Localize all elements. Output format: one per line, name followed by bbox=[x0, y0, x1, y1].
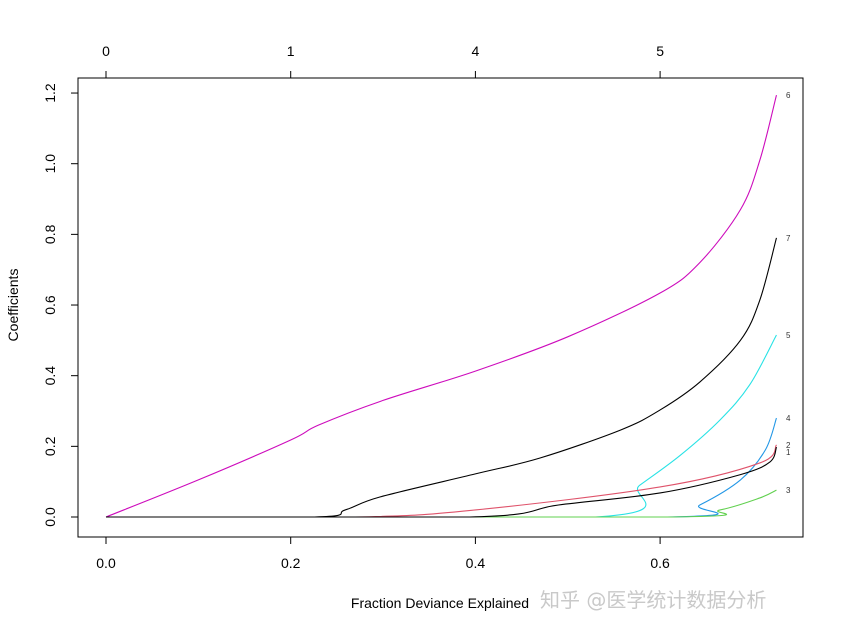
y-axis-label: Coefficients bbox=[5, 269, 21, 342]
y-tick-label: 0.2 bbox=[42, 436, 58, 456]
series-line-7 bbox=[106, 237, 777, 518]
top-tick-label: 4 bbox=[472, 43, 480, 59]
x-tick-label: 0.0 bbox=[96, 555, 116, 571]
series-end-labels: 7 5 4 3 6 21 bbox=[786, 91, 791, 495]
series-lines bbox=[105, 95, 777, 518]
series-label-4: 4 bbox=[786, 414, 791, 423]
plot-box bbox=[77, 77, 804, 538]
series-label-1: 1 bbox=[786, 448, 791, 457]
series-label-7: 7 bbox=[786, 234, 791, 243]
top-axis: 0 1 4 5 bbox=[102, 43, 664, 79]
top-tick-label: 0 bbox=[102, 43, 110, 59]
series-line-2 bbox=[106, 444, 777, 518]
x-axis: 0.0 0.2 0.4 0.6 bbox=[96, 536, 670, 571]
series-label-2: 2 bbox=[786, 441, 791, 450]
watermark: 知乎 @医学统计数据分析 bbox=[540, 588, 766, 612]
x-tick-label: 0.2 bbox=[281, 555, 301, 571]
series-line-6 bbox=[105, 95, 777, 518]
top-tick-label: 1 bbox=[287, 43, 295, 59]
x-tick-label: 0.4 bbox=[466, 555, 486, 571]
series-label-3: 3 bbox=[786, 486, 791, 495]
y-axis: 0.0 0.2 0.4 0.6 0.8 1.0 1.2 bbox=[42, 83, 79, 527]
y-tick-label: 1.0 bbox=[42, 154, 58, 174]
series-line-5 bbox=[106, 334, 777, 518]
y-tick-label: 0.8 bbox=[42, 224, 58, 244]
y-tick-label: 0.4 bbox=[42, 366, 58, 386]
x-axis-label: Fraction Deviance Explained bbox=[351, 595, 529, 611]
series-line-3 bbox=[106, 489, 777, 518]
top-tick-label: 5 bbox=[656, 43, 664, 59]
series-line-4 bbox=[106, 417, 777, 518]
y-tick-label: 1.2 bbox=[42, 83, 58, 103]
series-line-1 bbox=[106, 446, 777, 518]
x-tick-label: 0.6 bbox=[650, 555, 670, 571]
y-tick-label: 0.0 bbox=[42, 507, 58, 527]
y-tick-label: 0.6 bbox=[42, 295, 58, 315]
series-label-6: 6 bbox=[786, 91, 791, 100]
series-label-5: 5 bbox=[786, 331, 791, 340]
